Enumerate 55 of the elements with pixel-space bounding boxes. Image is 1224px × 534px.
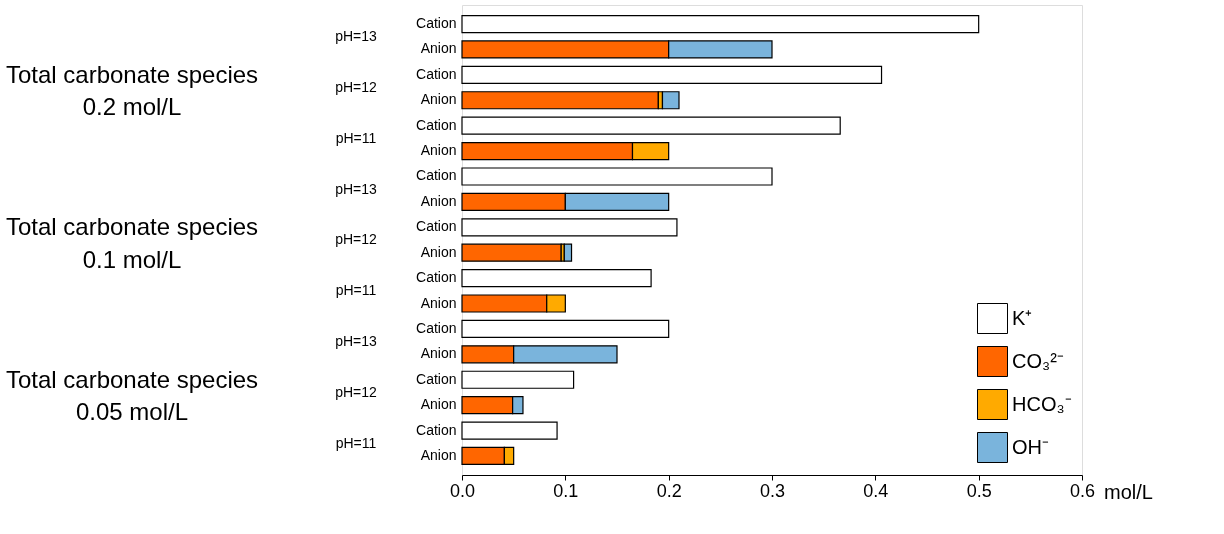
text: pH=11 — [335, 434, 377, 451]
y-tick-label: Anion — [420, 91, 457, 108]
text: pH=12 — [335, 231, 378, 248]
bar — [461, 167, 773, 186]
text: pH=11 — [335, 129, 377, 146]
bar — [563, 243, 573, 262]
bar — [461, 65, 883, 84]
y-tick-label: Anion — [420, 446, 457, 463]
bar — [461, 218, 678, 237]
y-tick-label: Cation — [416, 269, 457, 286]
text: Total carbonate species 0.1 mol/L — [5, 213, 259, 273]
y-tick-label: Cation — [416, 167, 457, 184]
x-tick-label: 0.2 — [656, 480, 682, 501]
x-axis-title: mol/L — [1104, 481, 1153, 503]
x-tick-label: 0.3 — [759, 480, 786, 501]
bar — [461, 269, 652, 288]
y-tick-label: Anion — [420, 243, 457, 260]
bar — [461, 91, 659, 110]
y-tick-label: Cation — [416, 421, 457, 438]
y-tick-label: Cation — [416, 319, 457, 336]
bar — [461, 319, 670, 339]
x-tick-label: 0.5 — [966, 480, 992, 501]
y-tick-label: Anion — [420, 294, 457, 311]
text: Total carbonate species 0.2 mol/L — [5, 60, 259, 121]
text: pH=13 — [335, 28, 378, 45]
y-tick-label: Cation — [416, 218, 457, 235]
y-tick-label: Cation — [416, 65, 457, 82]
legend-label: HCO₃⁻ — [1012, 392, 1072, 415]
y-tick-label: Cation — [416, 116, 457, 133]
x-tick-label: 0.0 — [449, 480, 476, 501]
text: pH=13 — [335, 180, 378, 197]
x-tick-label: 0.6 — [1069, 480, 1096, 501]
text: Total carbonate species 0.05 mol/L — [5, 365, 259, 426]
text: pH=12 — [335, 78, 378, 95]
bar — [461, 116, 841, 135]
x-tick-label: 0.1 — [553, 480, 579, 501]
legend-label: CO₃²⁻ — [1012, 349, 1064, 372]
bar — [461, 14, 980, 34]
y-tick-label: Anion — [420, 345, 457, 362]
y-tick-label: Anion — [420, 40, 457, 57]
x-tick-label: 0.4 — [863, 480, 889, 501]
y-tick-label: Cation — [416, 15, 457, 32]
y-tick-label: Anion — [420, 192, 457, 209]
bar — [661, 91, 680, 110]
text: pH=13 — [335, 332, 378, 349]
legend-label: OH⁻ — [1012, 435, 1049, 458]
y-tick-label: Cation — [416, 370, 457, 387]
bar — [461, 243, 562, 262]
bar — [461, 370, 575, 389]
legend-label: K⁺ — [1012, 306, 1033, 329]
text: pH=12 — [335, 383, 378, 400]
bar — [461, 421, 558, 440]
text: pH=11 — [335, 282, 377, 299]
y-tick-label: Anion — [420, 142, 457, 159]
y-tick-label: Anion — [420, 396, 457, 413]
